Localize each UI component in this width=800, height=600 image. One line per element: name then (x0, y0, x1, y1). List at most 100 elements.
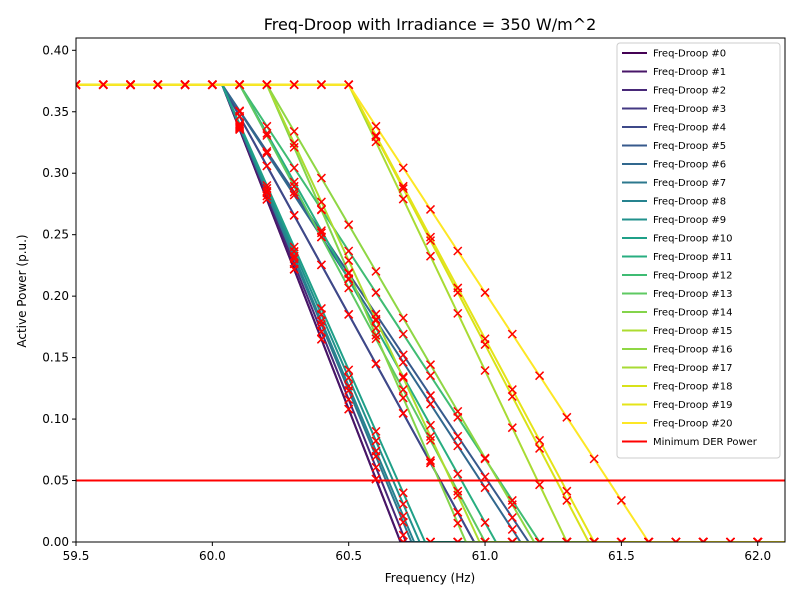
marker-s15-61.1 (507, 537, 517, 542)
marker-s16-61.1 (507, 500, 517, 510)
legend-label-5: Freq-Droop #5 (653, 141, 726, 152)
marker-s2-60.1 (235, 123, 245, 133)
marker-s20-60.1 (235, 80, 245, 90)
marker-s12-60.8 (425, 371, 436, 381)
marker-s16-60.7 (398, 313, 408, 323)
chart-title: Freq-Droop with Irradiance = 350 W/m^2 (264, 15, 597, 34)
y-tick-label: 0.00 (42, 535, 69, 549)
marker-s10-60.5 (344, 365, 354, 375)
marker-s5-61.0 (480, 472, 490, 482)
marker-s11-60.7 (398, 372, 408, 382)
marker-s20-61.9 (725, 537, 735, 542)
legend-label-1: Freq-Droop #1 (653, 67, 726, 78)
marker-s8-60.6 (371, 446, 381, 456)
y-tick-label: 0.15 (42, 351, 69, 365)
marker-s15-60.4 (316, 197, 326, 207)
marker-s7-60.3 (289, 254, 299, 264)
marker-s20-59.5 (76, 80, 81, 90)
legend-label-7: Freq-Droop #7 (653, 178, 726, 189)
marker-s17-60.8 (425, 251, 436, 261)
marker-s9-60.5 (344, 373, 354, 383)
marker-s20-60.9 (453, 246, 463, 256)
marker-s17-60.9 (453, 308, 463, 318)
marker-s20-60.3 (289, 80, 299, 90)
marker-s5-60.8 (425, 391, 436, 401)
marker-s9-60.6 (371, 436, 381, 446)
marker-s10-60.1 (235, 119, 245, 129)
marker-s12-60.5 (344, 246, 354, 256)
legend-label-20: Freq-Droop #20 (653, 419, 732, 430)
marker-s20-60.6 (371, 121, 381, 131)
marker-s16-60.4 (316, 173, 326, 183)
marker-s13-60.6 (371, 334, 381, 344)
marker-s1-60.7 (398, 537, 408, 542)
marker-s6-60.9 (453, 441, 463, 451)
legend-label-19: Freq-Droop #19 (653, 400, 732, 411)
marker-s8-60.4 (316, 316, 326, 326)
marker-s5-60.7 (398, 350, 408, 360)
marker-s19-61.2 (535, 435, 545, 445)
marker-s1-60.5 (344, 404, 354, 414)
x-axis-label: Frequency (Hz) (385, 571, 476, 585)
marker-s20-60.7 (398, 163, 408, 173)
marker-s2-60.5 (344, 394, 354, 405)
marker-s10-60.7 (398, 488, 408, 498)
legend-label-3: Freq-Droop #3 (653, 104, 726, 115)
legend-label-13: Freq-Droop #13 (653, 289, 732, 300)
marker-s20-60.8 (425, 204, 436, 214)
marker-s1-60.2 (262, 194, 272, 204)
legend-label-6: Freq-Droop #6 (653, 160, 726, 171)
marker-s12-60.6 (371, 288, 381, 298)
marker-s13-60.5 (344, 283, 354, 293)
marker-s20-59.9 (180, 80, 190, 90)
marker-s11-60.2 (262, 128, 272, 138)
marker-s10-60.2 (262, 180, 272, 191)
marker-s6-60.8 (425, 399, 436, 409)
marker-s11-61.0 (480, 518, 490, 528)
legend-label-11: Freq-Droop #11 (653, 252, 732, 263)
marker-s11-60.9 (453, 469, 463, 479)
legend-label-2: Freq-Droop #2 (653, 86, 726, 97)
marker-s9-60.1 (235, 120, 245, 130)
marker-s19-60.6 (371, 130, 381, 141)
marker-s16-60.3 (289, 126, 299, 136)
marker-s4-60.2 (262, 161, 272, 171)
marker-s13-60.3 (289, 181, 299, 191)
y-tick-label: 0.10 (42, 412, 69, 426)
legend-label-9: Freq-Droop #9 (653, 215, 726, 226)
marker-s5-60.2 (262, 146, 272, 156)
marker-s19-60.7 (398, 181, 408, 191)
marker-s20-59.7 (126, 80, 136, 90)
marker-s11-60.4 (316, 226, 326, 236)
marker-s6-60.6 (371, 315, 381, 325)
marker-s19-61.5 (616, 537, 626, 542)
marker-s20-61.5 (616, 495, 626, 505)
markers (76, 80, 763, 542)
marker-s10-60.8 (425, 537, 436, 542)
x-tick-label: 60.0 (199, 549, 226, 563)
legend-label-10: Freq-Droop #10 (653, 234, 732, 245)
marker-s4-60.9 (453, 507, 463, 517)
marker-s9-60.2 (262, 183, 272, 193)
marker-s2-60.6 (371, 462, 381, 472)
marker-s12-60.7 (398, 329, 408, 339)
x-tick-label: 61.5 (608, 549, 635, 563)
legend-label-12: Freq-Droop #12 (653, 271, 732, 282)
x-tick-label: 62.0 (744, 549, 771, 563)
marker-s13-60.8 (425, 435, 436, 445)
marker-s6-60.2 (262, 148, 272, 158)
marker-s20-61.6 (644, 537, 654, 542)
marker-s10-60.9 (453, 537, 463, 542)
marker-s6-60.3 (289, 190, 299, 200)
marker-s18-61.2 (535, 443, 545, 453)
marker-s2-60.4 (316, 327, 326, 337)
marker-s20-60.0 (207, 80, 217, 90)
marker-s19-61.0 (480, 334, 490, 344)
marker-s8-60.7 (398, 511, 408, 521)
marker-s4-60.4 (316, 260, 326, 270)
y-tick-label: 0.40 (42, 43, 69, 57)
legend: Freq-Droop #0 Freq-Droop #1 Freq-Droop #2 F… (616, 42, 781, 459)
marker-s20-60.2 (262, 80, 272, 90)
marker-s1-60.4 (316, 334, 326, 344)
marker-s11-60.8 (425, 420, 436, 430)
